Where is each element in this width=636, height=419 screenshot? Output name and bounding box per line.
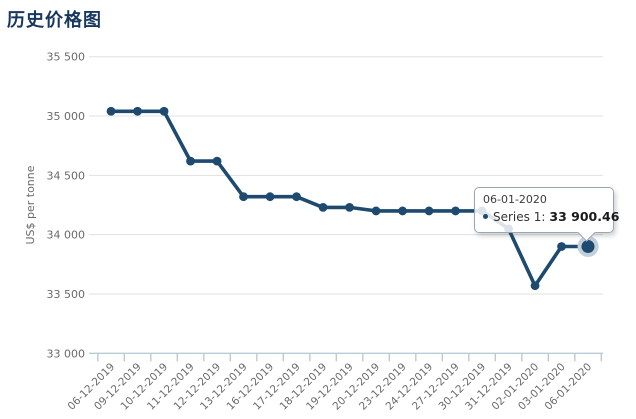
- y-axis-label: 34 000: [47, 229, 86, 242]
- data-point[interactable]: [133, 106, 142, 116]
- data-point[interactable]: [239, 192, 248, 202]
- tooltip-value: 33 900.46: [549, 209, 620, 224]
- data-point[interactable]: [345, 202, 354, 212]
- selected-data-point[interactable]: [581, 239, 595, 253]
- data-point[interactable]: [530, 281, 540, 291]
- data-point[interactable]: [159, 106, 169, 116]
- data-point[interactable]: [212, 156, 222, 166]
- series-marker-dot: [483, 214, 488, 219]
- data-point[interactable]: [292, 192, 301, 202]
- data-point[interactable]: [371, 206, 381, 216]
- y-axis-label: 35 500: [47, 51, 86, 64]
- data-point[interactable]: [424, 206, 434, 216]
- y-axis-label: 34 500: [47, 169, 86, 182]
- data-point[interactable]: [557, 242, 566, 251]
- data-point[interactable]: [398, 206, 407, 216]
- data-point[interactable]: [451, 206, 460, 216]
- y-axis-label: 33 500: [47, 288, 86, 301]
- data-point[interactable]: [106, 106, 116, 116]
- tooltip-series-label: Series 1:: [493, 209, 546, 224]
- data-point[interactable]: [265, 192, 275, 202]
- data-point[interactable]: [186, 156, 195, 166]
- y-axis-label: 35 000: [47, 110, 86, 123]
- tooltip-date: 06-01-2020: [483, 193, 547, 206]
- chart-tooltip: 06-01-2020 Series 1: 33 900.46: [474, 187, 619, 242]
- y-axis-label: 33 000: [47, 347, 86, 360]
- tooltip-series-row: Series 1: 33 900.46: [483, 209, 619, 224]
- y-axis-title: US$ per tonne: [24, 165, 37, 244]
- data-point[interactable]: [318, 202, 328, 212]
- chart-title: 历史价格图: [7, 10, 102, 31]
